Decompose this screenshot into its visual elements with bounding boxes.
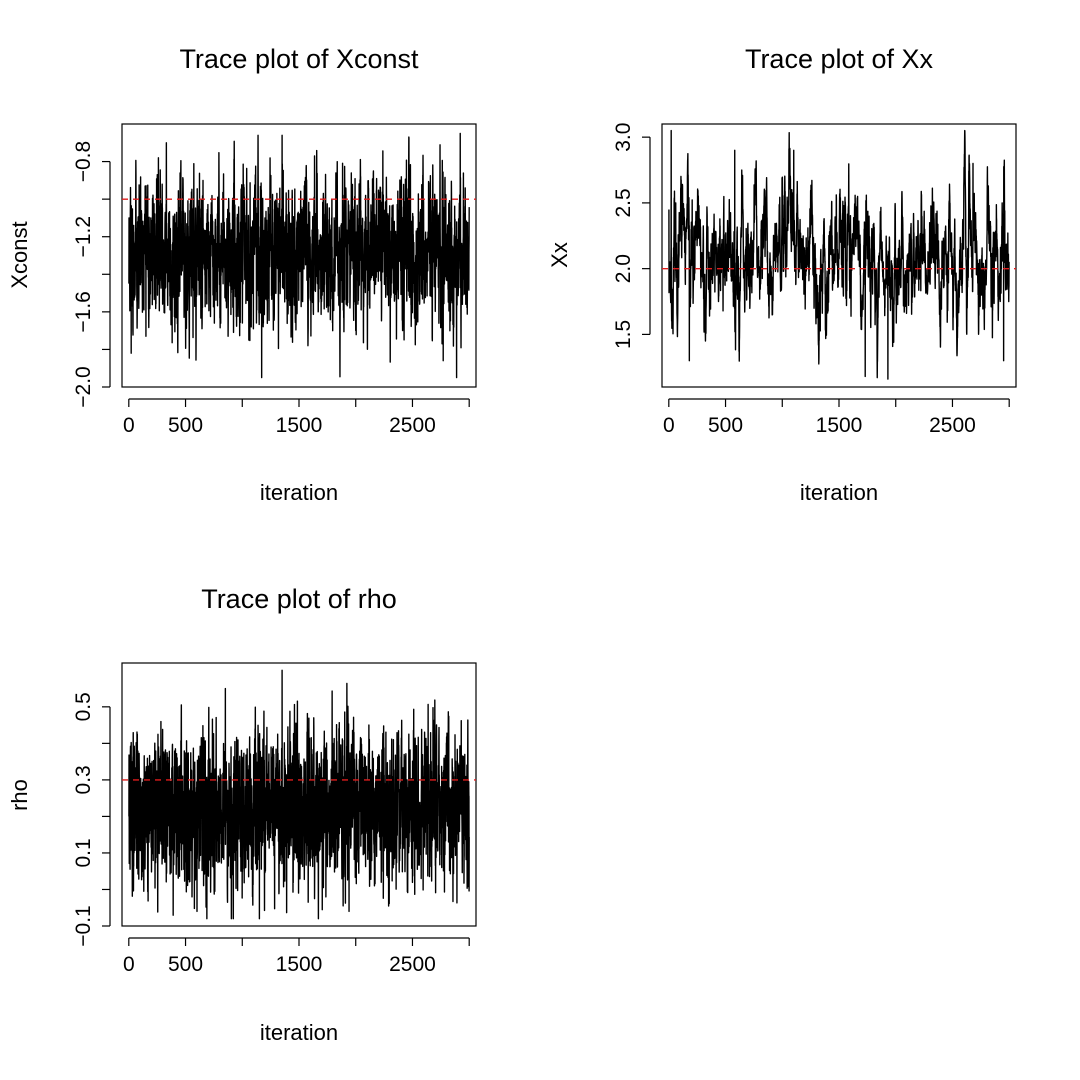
x-tick-label: 1500 <box>276 414 323 437</box>
y-axis: −0.1 0.1 0.3 0.5 <box>72 692 111 947</box>
y-tick-label: 0.5 <box>72 692 95 721</box>
y-tick-label: −0.8 <box>72 141 95 182</box>
trace-line <box>128 132 470 379</box>
y-axis-label: rho <box>7 779 32 811</box>
trace-line <box>128 669 470 920</box>
x-tick-label: 0 <box>663 414 675 437</box>
x-axis: 0 500 1500 2500 <box>123 398 470 437</box>
x-tick-label: 0 <box>123 414 135 437</box>
panel-xx: Trace plot of Xx 0 500 1500 2500 1.5 2.0 2.5 3… <box>547 44 1017 505</box>
y-axis: 1.5 2.0 2.5 3.0 <box>612 123 651 349</box>
y-axis-label: Xx <box>547 242 572 268</box>
y-tick-label: −2.0 <box>72 366 95 407</box>
y-tick-label: 0.1 <box>72 838 95 867</box>
y-tick-label: 0.3 <box>72 765 95 794</box>
panel-title: Trace plot of Xx <box>745 44 934 74</box>
y-tick-label: 3.0 <box>612 123 635 152</box>
panel-title: Trace plot of rho <box>201 584 397 614</box>
plot-frame <box>661 123 1017 388</box>
x-tick-label: 2500 <box>929 414 976 437</box>
y-tick-label: −1.2 <box>72 216 95 257</box>
x-tick-label: 1500 <box>816 414 863 437</box>
x-axis-label: iteration <box>260 1020 338 1045</box>
x-tick-label: 500 <box>168 414 203 437</box>
y-tick-label: −1.6 <box>72 291 95 332</box>
x-tick-label: 2500 <box>389 953 436 976</box>
plot-frame <box>121 662 477 927</box>
y-tick-label: 2.5 <box>612 188 635 217</box>
x-tick-label: 500 <box>168 953 203 976</box>
x-axis: 0 500 1500 2500 <box>123 937 470 976</box>
x-axis-label: iteration <box>800 480 878 505</box>
x-axis-label: iteration <box>260 480 338 505</box>
panel-xconst: Trace plot of Xconst 0 500 1500 2500 −2.0 −1… <box>7 44 477 505</box>
y-axis: −2.0 −1.6 −1.2 −0.8 <box>72 141 111 408</box>
y-tick-label: 1.5 <box>612 320 635 349</box>
x-tick-label: 0 <box>123 953 135 976</box>
x-tick-label: 2500 <box>389 414 436 437</box>
trace-line <box>668 129 1010 380</box>
panel-rho: Trace plot of rho 0 500 1500 2500 −0.1 0.1 0.… <box>7 584 477 1045</box>
x-tick-label: 500 <box>708 414 743 437</box>
plot-frame <box>121 123 477 388</box>
y-tick-label: 2.0 <box>612 254 635 283</box>
panel-title: Trace plot of Xconst <box>179 44 419 74</box>
y-tick-label: −0.1 <box>72 905 95 946</box>
x-axis: 0 500 1500 2500 <box>663 398 1010 437</box>
y-axis-label: Xconst <box>7 221 32 288</box>
x-tick-label: 1500 <box>276 953 323 976</box>
